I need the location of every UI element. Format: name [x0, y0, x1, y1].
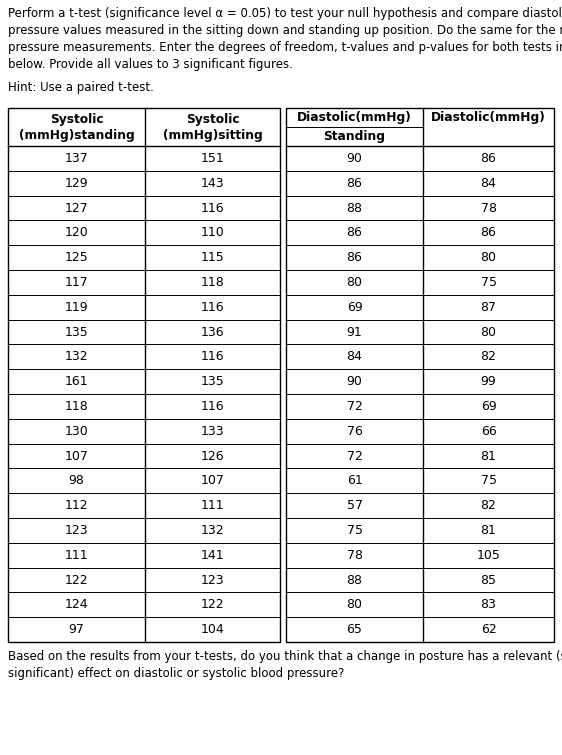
Text: Perform a t-test (significance level α = 0.05) to test your null hypothesis and : Perform a t-test (significance level α =…: [8, 7, 562, 20]
Text: 122: 122: [201, 598, 224, 612]
Text: 118: 118: [65, 400, 88, 413]
Text: pressure measurements. Enter the degrees of freedom, t-values and p-values for b: pressure measurements. Enter the degrees…: [8, 41, 562, 54]
Text: 116: 116: [201, 300, 224, 313]
Text: 124: 124: [65, 598, 88, 612]
Text: 84: 84: [347, 350, 362, 363]
Text: 80: 80: [481, 325, 496, 338]
Text: 143: 143: [201, 177, 224, 190]
Text: 87: 87: [481, 300, 496, 313]
Text: 136: 136: [201, 325, 224, 338]
Bar: [286, 108, 554, 642]
Text: 107: 107: [201, 474, 224, 487]
Text: 99: 99: [481, 375, 496, 388]
Text: 69: 69: [347, 300, 362, 313]
Text: 90: 90: [347, 375, 362, 388]
Text: 78: 78: [347, 549, 362, 562]
Text: 116: 116: [201, 400, 224, 413]
Text: Standing: Standing: [324, 130, 386, 143]
Text: 88: 88: [347, 574, 362, 587]
Text: 88: 88: [347, 202, 362, 214]
Text: 80: 80: [347, 598, 362, 612]
Text: 112: 112: [65, 499, 88, 512]
Text: 65: 65: [347, 623, 362, 636]
Text: 110: 110: [201, 226, 224, 239]
Text: 90: 90: [347, 152, 362, 165]
Text: 84: 84: [481, 177, 496, 190]
Text: 91: 91: [347, 325, 362, 338]
Text: 82: 82: [481, 499, 496, 512]
Text: 75: 75: [481, 276, 496, 289]
Text: 66: 66: [481, 425, 496, 438]
Text: 69: 69: [481, 400, 496, 413]
Text: 130: 130: [65, 425, 88, 438]
Text: 137: 137: [65, 152, 88, 165]
Text: below. Provide all values to 3 significant figures.: below. Provide all values to 3 significa…: [8, 58, 293, 71]
Text: 127: 127: [65, 202, 88, 214]
Text: 85: 85: [481, 574, 496, 587]
Text: Based on the results from your t-tests, do you think that a change in posture ha: Based on the results from your t-tests, …: [8, 650, 562, 663]
Text: 83: 83: [481, 598, 496, 612]
Text: Systolic
(mmHg)standing: Systolic (mmHg)standing: [19, 112, 134, 141]
Text: 132: 132: [201, 524, 224, 537]
Text: 75: 75: [481, 474, 496, 487]
Text: 80: 80: [481, 251, 496, 264]
Text: 81: 81: [481, 449, 496, 463]
Text: 107: 107: [65, 449, 88, 463]
Text: 122: 122: [65, 574, 88, 587]
Text: 86: 86: [481, 152, 496, 165]
Text: Diastolic(mmHg): Diastolic(mmHg): [297, 111, 412, 124]
Text: 86: 86: [481, 226, 496, 239]
Text: 62: 62: [481, 623, 496, 636]
Text: 72: 72: [347, 449, 362, 463]
Text: 116: 116: [201, 202, 224, 214]
Text: 61: 61: [347, 474, 362, 487]
Text: 135: 135: [201, 375, 224, 388]
Text: 120: 120: [65, 226, 88, 239]
Text: 86: 86: [347, 226, 362, 239]
Text: 161: 161: [65, 375, 88, 388]
Text: 125: 125: [65, 251, 88, 264]
Text: 81: 81: [481, 524, 496, 537]
Text: 118: 118: [201, 276, 224, 289]
Text: Diastolic(mmHg): Diastolic(mmHg): [431, 111, 546, 124]
Text: 123: 123: [201, 574, 224, 587]
Text: 97: 97: [69, 623, 84, 636]
Text: 57: 57: [347, 499, 362, 512]
Text: 80: 80: [347, 276, 362, 289]
Bar: [8, 108, 280, 642]
Text: 117: 117: [65, 276, 88, 289]
Text: pressure values measured in the sitting down and standing up position. Do the sa: pressure values measured in the sitting …: [8, 24, 562, 37]
Text: 133: 133: [201, 425, 224, 438]
Text: 98: 98: [69, 474, 84, 487]
Text: 105: 105: [477, 549, 500, 562]
Text: 119: 119: [65, 300, 88, 313]
Text: 86: 86: [347, 177, 362, 190]
Text: 132: 132: [65, 350, 88, 363]
Text: 72: 72: [347, 400, 362, 413]
Text: 135: 135: [65, 325, 88, 338]
Text: 86: 86: [347, 251, 362, 264]
Text: 116: 116: [201, 350, 224, 363]
Text: 141: 141: [201, 549, 224, 562]
Text: 75: 75: [347, 524, 362, 537]
Text: Systolic
(mmHg)sitting: Systolic (mmHg)sitting: [162, 112, 262, 141]
Text: 129: 129: [65, 177, 88, 190]
Text: 151: 151: [201, 152, 224, 165]
Text: 123: 123: [65, 524, 88, 537]
Text: 78: 78: [481, 202, 496, 214]
Text: 82: 82: [481, 350, 496, 363]
Text: Hint: Use a paired t-test.: Hint: Use a paired t-test.: [8, 81, 154, 94]
Text: 104: 104: [201, 623, 224, 636]
Text: 115: 115: [201, 251, 224, 264]
Text: 111: 111: [65, 549, 88, 562]
Text: significant) effect on diastolic or systolic blood pressure?: significant) effect on diastolic or syst…: [8, 667, 345, 680]
Text: 111: 111: [201, 499, 224, 512]
Text: 126: 126: [201, 449, 224, 463]
Text: 76: 76: [347, 425, 362, 438]
